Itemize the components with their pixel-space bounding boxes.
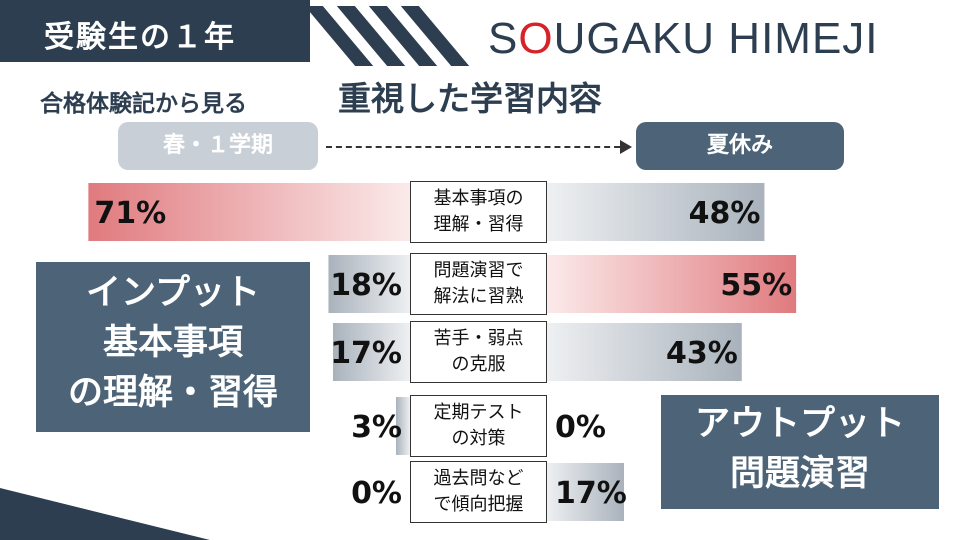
bar-summer-0 — [547, 183, 765, 241]
arrow-head-icon — [620, 140, 632, 154]
category-label-0: 基本事項の 理解・習得 — [410, 181, 547, 243]
corner-decoration — [0, 488, 210, 540]
callout-output-line: 問題演習 — [729, 454, 870, 494]
category-label-4: 過去問など で傾向把握 — [410, 461, 547, 523]
value-label-summer-4: 17% — [555, 476, 627, 511]
category-label-3: 定期テスト の対策 — [410, 395, 547, 457]
bar-spring-1 — [328, 255, 410, 313]
bar-summer-4 — [547, 463, 625, 521]
value-label-summer-2: 43% — [666, 336, 738, 371]
bar-summer-1 — [547, 255, 797, 313]
brand-logo: SOUGAKU HIMEJI — [488, 14, 879, 63]
callout-input-line: の理解・習得 — [67, 373, 278, 413]
callout-input-line: インプット — [86, 273, 260, 313]
category-label-2: 苦手・弱点 の克服 — [410, 321, 547, 383]
value-label-summer-0: 48% — [689, 196, 761, 231]
value-label-summer-3: 0% — [555, 410, 606, 445]
period-label-spring: 春・１学期 — [118, 122, 318, 170]
bar-summer-2 — [547, 323, 742, 381]
subtitle-small: 合格体験記から見る — [40, 91, 247, 117]
value-label-spring-1: 18% — [330, 268, 402, 303]
bar-spring-3 — [396, 397, 410, 455]
bar-spring-0 — [88, 183, 411, 241]
header-band — [0, 0, 310, 62]
category-label-1: 問題演習で 解法に習熟 — [410, 253, 547, 315]
callout-input-line: 基本事項 — [102, 323, 243, 363]
value-label-spring-2: 17% — [330, 336, 402, 371]
value-label-spring-3: 3% — [351, 410, 402, 445]
value-label-spring-4: 0% — [351, 476, 402, 511]
value-label-spring-0: 71% — [94, 196, 166, 231]
dashed-arrow-line — [326, 146, 630, 148]
callout-input: インプット 基本事項 の理解・習得 — [36, 262, 310, 432]
header-title: 受験生の１年 — [44, 20, 236, 55]
callout-output-line: アウトプット — [694, 404, 905, 444]
callout-output: アウトプット 問題演習 — [661, 395, 939, 509]
period-label-summer: 夏休み — [636, 122, 844, 170]
bar-spring-2 — [332, 323, 410, 381]
value-label-summer-1: 55% — [720, 268, 792, 303]
subtitle-large: 重視した学習内容 — [338, 79, 602, 118]
